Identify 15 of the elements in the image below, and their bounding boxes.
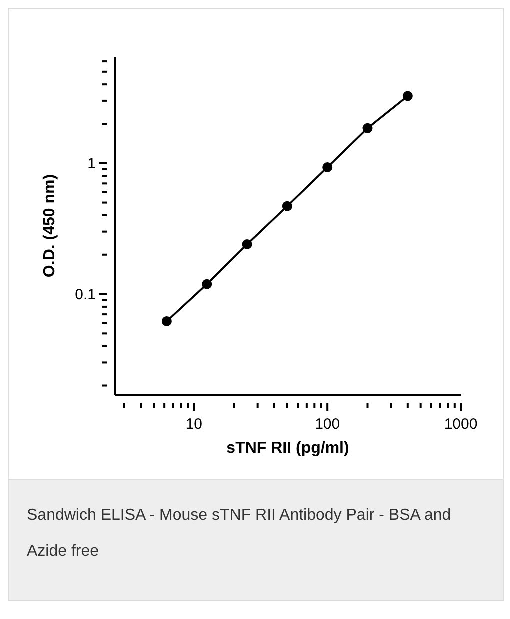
text: Sandwich ELISA - Mouse sTNF RII Antibody Pair - BSA and Azide free — [27, 506, 452, 562]
point — [402, 91, 413, 102]
point — [282, 201, 292, 212]
point — [322, 162, 333, 173]
x-tick-label: 1000 — [444, 416, 478, 433]
point — [242, 240, 252, 250]
x-tick-label: 10 — [186, 416, 203, 433]
point — [362, 123, 373, 134]
point — [162, 316, 172, 326]
y-axis-title: O.D. (450 nm) — [42, 174, 59, 278]
x-axis-title: sTNF RII (pg/ml) — [226, 440, 350, 457]
y-tick-label: 1 — [88, 155, 96, 172]
point — [202, 279, 212, 290]
y-tick-label: 0.1 — [75, 286, 96, 304]
x-tick-label: 100 — [315, 416, 340, 433]
